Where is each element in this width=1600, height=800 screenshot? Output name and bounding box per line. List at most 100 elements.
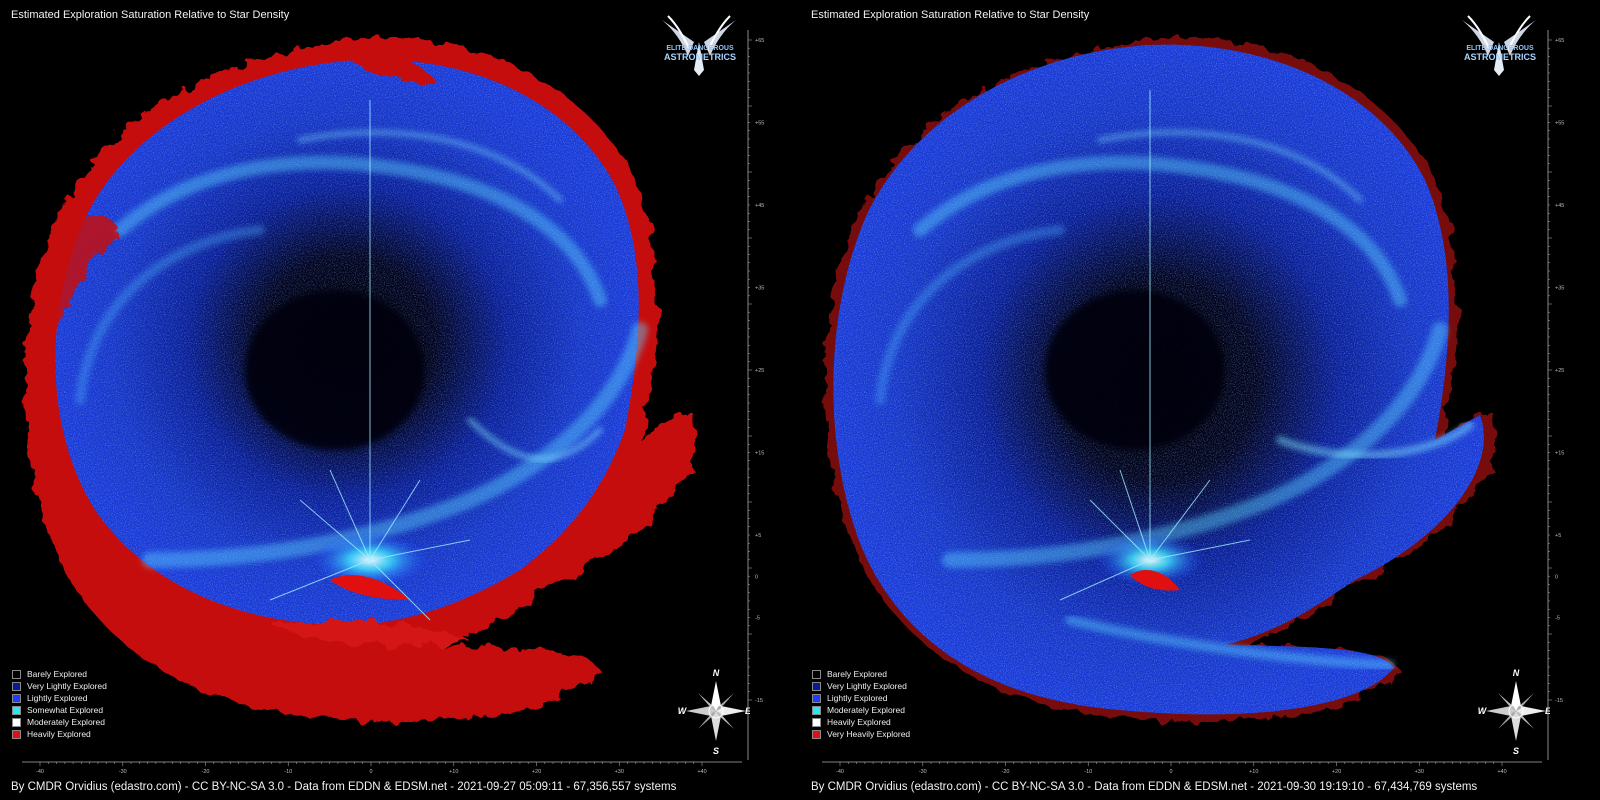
y-axis: +65 +55 +45 +35 +25 +15 +5 0 -5 -15 (747, 30, 764, 760)
x-axis-tick-label: +30 (1415, 769, 1424, 774)
legend-item: Heavily Explored (12, 728, 107, 740)
x-axis-tick-label: -40 (836, 769, 844, 774)
galaxy-map (824, 38, 1494, 722)
x-axis: -40 -30 -20 -10 0 +10 +20 +30 +40 (22, 761, 742, 774)
y-axis-tick-label: +25 (755, 368, 764, 374)
compass-w: W (1478, 706, 1488, 716)
legend-item: Barely Explored (812, 668, 910, 680)
map-panel-right: Estimated Exploration Saturation Relativ… (800, 0, 1582, 800)
y-axis-tick-label: +65 (1555, 38, 1564, 44)
x-axis-tick-label: +20 (532, 769, 541, 774)
legend-label: Moderately Explored (827, 705, 905, 715)
legend-label: Lightly Explored (27, 693, 88, 703)
y-axis-tick-label: +25 (1555, 368, 1564, 374)
compass-n: N (713, 668, 720, 678)
y-axis-tick-label: 0 (755, 574, 758, 580)
y-axis-tick-label: 0 (1555, 574, 1558, 580)
x-axis: -40 -30 -20 -10 0 +10 +20 +30 +40 (822, 761, 1542, 774)
legend-label: Very Lightly Explored (27, 681, 107, 691)
x-axis-tick-label: -20 (202, 769, 210, 774)
inner-red-patches (40, 49, 470, 647)
legend-swatch (812, 729, 821, 739)
y-axis-tick-label: +55 (1555, 121, 1564, 127)
x-axis-tick-label: -10 (284, 769, 292, 774)
legend-swatch (12, 693, 21, 703)
compass-rose-icon: N S E W (678, 668, 750, 756)
legend: Barely Explored Very Lightly Explored Li… (12, 668, 107, 740)
y-axis: +65 +55 +45 +35 +25 +15 +5 0 -5 -15 (1547, 30, 1564, 760)
x-axis-tick-label: +40 (697, 769, 706, 774)
compass-w: W (678, 706, 688, 716)
logo-text: ELITE DANGEROUS ASTROMETRICS (650, 44, 750, 62)
compass-s: S (1513, 746, 1519, 756)
compass-n: N (1513, 668, 1520, 678)
elite-dangerous-astrometrics-logo (662, 15, 736, 76)
x-axis-tick-label: +40 (1497, 769, 1506, 774)
legend-item: Barely Explored (12, 668, 107, 680)
y-axis-tick-label: -5 (755, 616, 760, 622)
galactic-core-void (1045, 290, 1225, 450)
legend-item: Moderately Explored (812, 704, 910, 716)
legend-item: Heavily Explored (812, 716, 910, 728)
credits-footer: By CMDR Orvidius (edastro.com) - CC BY-N… (811, 781, 1478, 793)
x-axis-tick-label: 0 (1169, 769, 1172, 774)
legend-label: Lightly Explored (827, 693, 888, 703)
logo-text: ELITE DANGEROUS ASTROMETRICS (1450, 44, 1550, 62)
legend-item: Somewhat Explored (12, 704, 107, 716)
legend-swatch (12, 729, 21, 739)
y-axis-tick-label: +15 (1555, 451, 1564, 457)
y-axis-tick-label: +45 (1555, 203, 1564, 209)
logo-line1: ELITE DANGEROUS (1466, 45, 1534, 52)
x-axis-tick-label: -10 (1084, 769, 1092, 774)
elite-dangerous-astrometrics-logo (1462, 15, 1536, 76)
legend-item: Lightly Explored (12, 692, 107, 704)
legend: Barely Explored Very Lightly Explored Li… (812, 668, 910, 740)
legend-label: Heavily Explored (827, 717, 891, 727)
legend-label: Heavily Explored (27, 729, 91, 739)
y-axis-tick-label: +65 (755, 38, 764, 44)
compass-s: S (713, 746, 719, 756)
x-axis-tick-label: 0 (369, 769, 372, 774)
legend-item: Lightly Explored (812, 692, 910, 704)
sol-bubble (269, 100, 471, 621)
galactic-core-void (245, 290, 425, 450)
x-axis-tick-label: -30 (919, 769, 927, 774)
x-axis-tick-label: -40 (36, 769, 44, 774)
credits-footer: By CMDR Orvidius (edastro.com) - CC BY-N… (11, 781, 677, 793)
y-axis-tick-label: +45 (755, 203, 764, 209)
y-axis-tick-label: +55 (755, 121, 764, 127)
legend-label: Very Lightly Explored (827, 681, 907, 691)
legend-label: Moderately Explored (27, 717, 105, 727)
legend-item: Very Lightly Explored (12, 680, 107, 692)
legend-swatch (12, 669, 21, 679)
y-axis-tick-label: -15 (755, 698, 763, 704)
legend-item: Very Heavily Explored (812, 728, 910, 740)
legend-swatch (12, 681, 21, 691)
legend-swatch (812, 717, 821, 727)
compass-e: E (745, 706, 750, 716)
y-axis-tick-label: +5 (1555, 533, 1561, 539)
legend-swatch (812, 705, 821, 715)
legend-swatch (812, 681, 821, 691)
legend-label: Somewhat Explored (27, 705, 104, 715)
panel-title: Estimated Exploration Saturation Relativ… (11, 9, 290, 21)
sol-bubble (1059, 90, 1251, 601)
y-axis-tick-label: +5 (755, 533, 761, 539)
legend-label: Barely Explored (27, 669, 88, 679)
spiral-arms (875, 129, 1474, 670)
logo-line2: ASTROMETRICS (1464, 52, 1536, 62)
legend-item: Very Lightly Explored (812, 680, 910, 692)
legend-swatch (812, 669, 821, 679)
y-axis-tick-label: +15 (755, 451, 764, 457)
x-axis-tick-label: +10 (1249, 769, 1258, 774)
x-axis-tick-label: +10 (449, 769, 458, 774)
logo-line2: ASTROMETRICS (664, 52, 736, 62)
legend-swatch (12, 717, 21, 727)
compass-e: E (1545, 706, 1550, 716)
x-axis-tick-label: +20 (1332, 769, 1341, 774)
legend-label: Barely Explored (827, 669, 888, 679)
x-axis-tick-label: -30 (119, 769, 127, 774)
galaxy-map (24, 38, 694, 722)
x-axis-tick-label: +30 (615, 769, 624, 774)
legend-swatch (12, 705, 21, 715)
